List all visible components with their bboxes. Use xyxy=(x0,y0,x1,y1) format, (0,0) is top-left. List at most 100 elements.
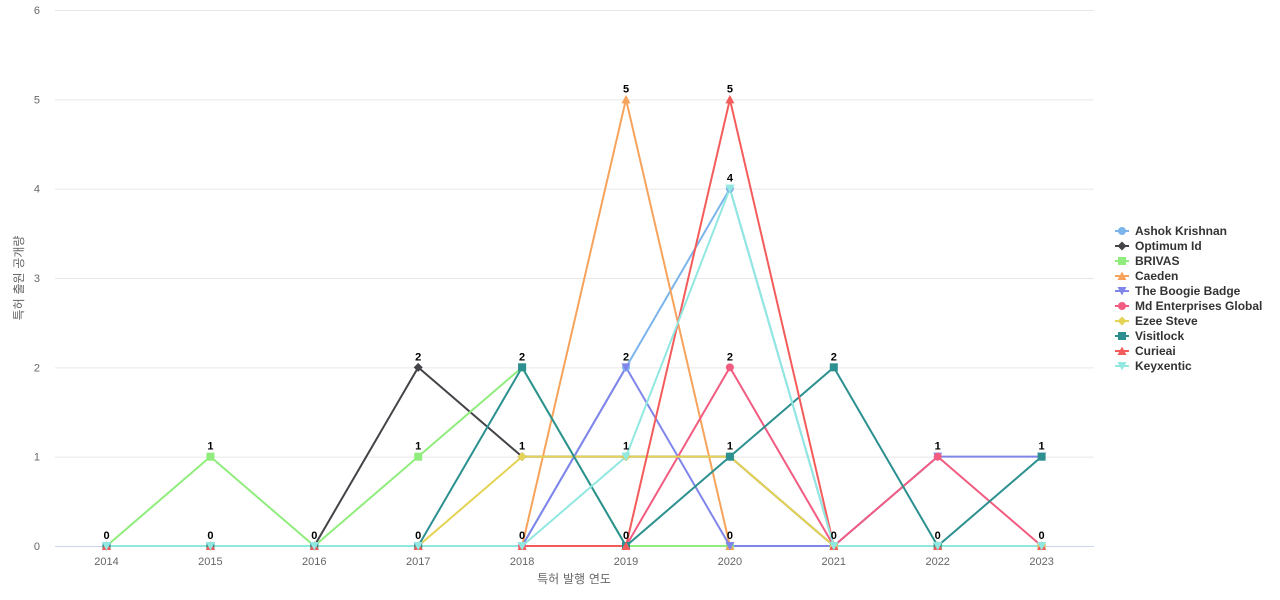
data-point xyxy=(725,184,735,194)
legend-marker xyxy=(1117,362,1127,371)
legend-item[interactable]: Md Enterprises Global xyxy=(1115,299,1262,313)
x-tick-label: 2015 xyxy=(198,556,222,568)
x-tick-label: 2016 xyxy=(302,556,326,568)
series-line xyxy=(106,98,1042,547)
legend-item[interactable]: Optimum Id xyxy=(1115,239,1202,253)
data-label: 2 xyxy=(415,351,421,363)
legend-item[interactable]: Visitlock xyxy=(1115,329,1184,343)
legend-item[interactable]: BRIVAS xyxy=(1115,254,1179,268)
data-point xyxy=(933,542,943,551)
y-tick-label: 6 xyxy=(34,5,40,17)
series-line xyxy=(106,187,1042,547)
data-point xyxy=(725,542,735,551)
series-line xyxy=(106,187,1042,547)
data-label: 1 xyxy=(415,441,421,453)
data-point xyxy=(725,94,735,104)
data-label: 2 xyxy=(727,351,733,363)
data-point xyxy=(414,452,423,461)
data-label: 0 xyxy=(207,530,213,542)
data-point xyxy=(621,541,631,550)
y-tick-label: 5 xyxy=(34,94,40,106)
data-label: 5 xyxy=(623,83,629,95)
data-label: 0 xyxy=(727,530,733,542)
legend-item[interactable]: The Boogie Badge xyxy=(1115,284,1241,298)
legend-marker xyxy=(1117,241,1127,251)
x-tick-label: 2018 xyxy=(510,556,534,568)
data-label: 0 xyxy=(831,530,837,542)
data-label: 0 xyxy=(1039,530,1045,542)
legend-label: Visitlock xyxy=(1135,329,1184,343)
legend-marker xyxy=(1117,346,1127,355)
legend-item[interactable]: Caeden xyxy=(1115,269,1178,283)
y-tick-label: 0 xyxy=(34,541,40,553)
y-tick-label: 4 xyxy=(34,184,40,196)
legend-label: Optimum Id xyxy=(1135,239,1202,253)
legend-item[interactable]: Keyxentic xyxy=(1115,359,1192,373)
data-point xyxy=(413,362,423,372)
data-label: 2 xyxy=(519,351,525,363)
data-label: 1 xyxy=(727,441,733,453)
data-label: 1 xyxy=(1039,441,1045,453)
data-label: 1 xyxy=(935,441,941,453)
x-axis-ticks: 2014 2015 2016 2017 2018 2019 2020 2021 2022 2023 xyxy=(94,556,1054,568)
x-tick-label: 2023 xyxy=(1029,556,1053,568)
data-label: 0 xyxy=(415,530,421,542)
data-point xyxy=(725,452,734,461)
legend-label: Curieai xyxy=(1135,344,1176,358)
data-label: 1 xyxy=(207,441,213,453)
data-label: 4 xyxy=(727,173,734,185)
legend-label: Ezee Steve xyxy=(1135,314,1198,328)
data-labels: 0 1 0 0 2 1 0 2 1 0 5 2 1 0 5 4 2 1 0 2 0 1 0 1 0 xyxy=(103,83,1044,542)
legend-item[interactable]: Curieai xyxy=(1115,344,1176,358)
data-point xyxy=(621,363,631,372)
x-tick-label: 2017 xyxy=(406,556,430,568)
legend-marker xyxy=(1118,332,1126,340)
legend-label: BRIVAS xyxy=(1135,254,1179,268)
legend-item[interactable]: Ezee Steve xyxy=(1115,314,1198,328)
x-tick-label: 2021 xyxy=(822,556,846,568)
data-label: 2 xyxy=(623,351,629,363)
x-tick-label: 2020 xyxy=(718,556,742,568)
data-point xyxy=(1037,452,1046,461)
data-point xyxy=(518,363,527,372)
series-lines xyxy=(105,98,1043,547)
legend-marker xyxy=(1117,271,1127,280)
data-point xyxy=(829,542,839,551)
legend-label: Ashok Krishnan xyxy=(1135,224,1227,238)
x-tick-label: 2014 xyxy=(94,556,118,568)
data-label: 1 xyxy=(519,441,525,453)
legend-marker xyxy=(1117,316,1127,326)
y-axis-ticks: 0 1 2 3 4 5 6 xyxy=(34,5,40,553)
data-point xyxy=(102,542,111,551)
data-point xyxy=(206,452,215,461)
data-point xyxy=(205,542,215,551)
series-markers xyxy=(102,94,1047,551)
data-point xyxy=(1037,542,1047,551)
data-label: 0 xyxy=(935,530,941,542)
y-tick-label: 3 xyxy=(34,273,40,285)
legend-marker xyxy=(1118,257,1126,265)
y-axis-title: 특허 출원 공개량 xyxy=(12,236,26,321)
legend-label: The Boogie Badge xyxy=(1135,284,1241,298)
data-label: 0 xyxy=(311,530,317,542)
data-label: 5 xyxy=(727,83,733,95)
x-tick-label: 2022 xyxy=(925,556,949,568)
legend-item[interactable]: Ashok Krishnan xyxy=(1115,224,1227,238)
grid-lines xyxy=(55,10,1094,547)
legend-marker xyxy=(1117,287,1127,296)
data-point xyxy=(309,542,319,551)
data-label: 0 xyxy=(103,530,109,542)
data-label: 0 xyxy=(519,530,525,542)
data-point xyxy=(621,94,631,104)
data-point xyxy=(621,452,631,462)
data-label: 0 xyxy=(623,530,629,542)
legend-marker xyxy=(1118,227,1126,235)
x-axis-title: 특허 발행 연도 xyxy=(537,571,611,586)
y-tick-label: 1 xyxy=(34,452,40,464)
data-point xyxy=(829,363,838,372)
legend-label: Keyxentic xyxy=(1135,359,1192,373)
data-point xyxy=(517,542,527,551)
legend-label: Md Enterprises Global xyxy=(1135,299,1262,313)
legend-label: Caeden xyxy=(1135,269,1178,283)
